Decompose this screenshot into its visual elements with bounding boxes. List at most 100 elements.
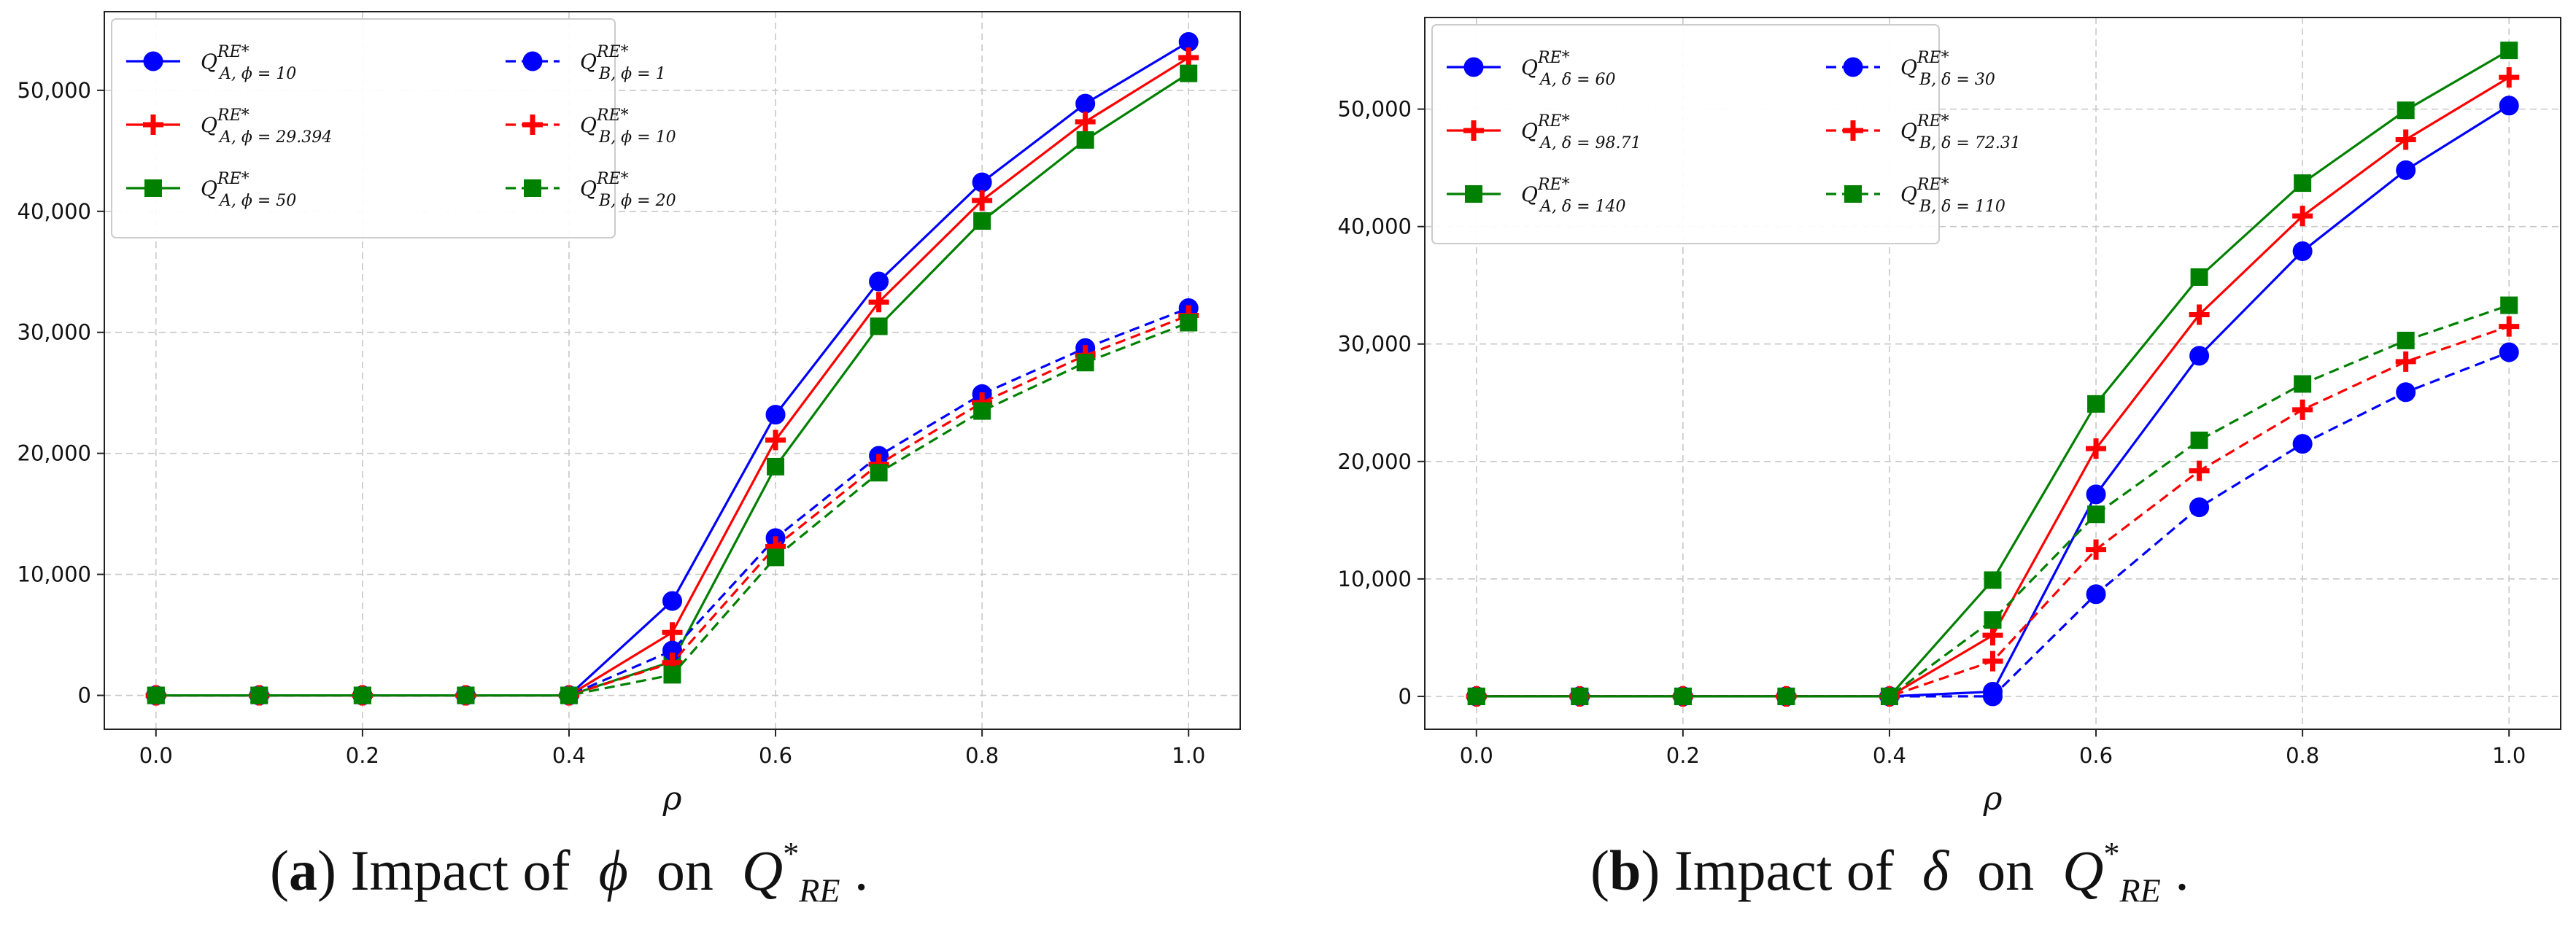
y-tick-label: 50,000 [18,78,91,103]
data-point [1467,687,1485,705]
data-point [2086,584,2106,605]
x-tick-label: 1.0 [1172,743,1205,768]
data-point [2189,304,2210,325]
data-point [2190,268,2208,286]
data-point [1674,687,1692,705]
legend-marker [522,114,543,135]
legend-marker [1463,57,1484,77]
legend-box [111,18,616,238]
data-point [2087,505,2105,524]
data-point [2292,206,2313,227]
data-point [1777,687,1795,705]
data-point [2189,346,2210,366]
data-point [870,464,888,482]
legend-label: QRE* B, δ = 110 [1900,176,2006,216]
data-point [663,666,681,684]
x-tick-label: 0.8 [2286,743,2319,768]
data-point [353,686,371,704]
data-point [1571,687,1589,705]
legend-box [1431,24,1940,244]
data-point [2292,241,2313,262]
data-point [2189,497,2210,518]
x-tick-label: 0.0 [139,743,173,768]
data-point [2292,399,2313,420]
legend-label: QRE* A, δ = 60 [1521,49,1616,89]
series-4 [146,298,1199,706]
data-point [973,402,991,420]
x-tick-label: 1.0 [2492,743,2526,768]
data-point [765,430,786,451]
x-tick-label: 0.6 [2079,743,2113,768]
data-point [147,686,165,704]
data-point [2499,342,2519,362]
legend-label: QRE* A, δ = 98.71 [1521,112,1641,152]
series-6 [147,314,1198,704]
data-point [1984,611,2002,629]
y-tick-label: 40,000 [18,199,91,224]
y-tick-label: 20,000 [1338,449,1412,474]
y-tick-label: 0 [1399,684,1412,709]
x-tick-label: 0.4 [552,743,586,768]
legend-label: QRE* B, ϕ = 1 [580,43,666,83]
data-point [1076,131,1094,149]
data-point [2086,484,2106,505]
series-line [155,307,1189,697]
series-5 [1466,316,2520,707]
data-point [2190,431,2208,449]
data-point [2395,129,2416,150]
data-point [1984,571,2002,589]
data-point [2500,296,2518,314]
data-point [2396,160,2416,180]
panel-b-chart: 0.0 0.2 0.4 0.6 0.8 1.0 0 10,000 20,000 30,000 40,… [1338,17,2561,818]
legend-marker [143,51,163,71]
y-tick-label: 30,000 [1338,332,1412,357]
legend-marker [144,179,162,197]
legend-marker [522,51,543,71]
data-point [870,317,888,335]
data-point [2499,67,2520,88]
data-point [1075,93,1096,114]
data-point [2086,539,2107,560]
legend-marker [1465,185,1482,203]
data-point [1076,354,1094,372]
data-point [767,548,785,567]
x-tick-label: 0.6 [759,743,792,768]
data-point [662,591,682,611]
legend-marker [1463,120,1484,141]
data-point [767,457,785,475]
y-tick-label: 40,000 [1338,214,1412,239]
x-tick-label: 0.0 [1460,743,1493,768]
x-tick-label: 0.2 [1666,743,1700,768]
legend-label: QRE* B, δ = 72.31 [1900,112,2021,152]
plot-frame [1424,17,2561,730]
y-tick-label: 0 [78,683,91,708]
data-point [1982,651,2003,672]
data-point [973,212,991,230]
legend-marker [143,114,163,135]
data-point [2499,316,2520,337]
legend-label: QRE* B, δ = 30 [1900,49,1995,89]
data-point [2395,351,2416,372]
series-6 [1467,296,2518,705]
x-tick-label: 0.4 [1873,743,1906,768]
panel-a-chart: 0.0 0.2 0.4 0.6 0.8 1.0 0 10,000 20,000 30,000 40,… [18,11,1241,818]
y-tick-label: 10,000 [18,562,91,587]
legend: QRE* A, δ = 60 QRE* A, δ = 98.71 QRE* A, δ = … [1431,24,2021,244]
legend-marker [1843,57,1863,77]
data-point [560,686,578,704]
data-point [2397,331,2415,349]
y-tick-label: 10,000 [1338,567,1412,591]
data-point [765,405,786,425]
data-point [1180,64,1198,82]
data-point [1178,47,1199,69]
legend-label: QRE* B, ϕ = 20 [580,170,676,210]
legend-marker [1843,120,1863,141]
data-point [1983,686,2003,707]
series-line [1476,304,2510,698]
legend-label: QRE* A, ϕ = 29.394 [201,106,332,147]
data-point [2499,96,2519,116]
y-tick-label: 30,000 [18,320,91,345]
legend-label: QRE* A, ϕ = 10 [201,43,296,83]
y-tick-label: 50,000 [1338,97,1412,122]
legend-label: QRE* A, δ = 140 [1521,176,1626,216]
